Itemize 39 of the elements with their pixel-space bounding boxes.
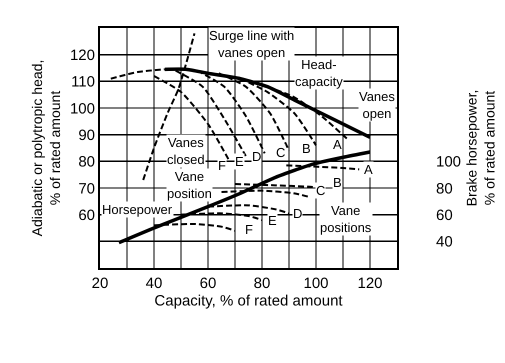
x-tick-label: 80 [254, 275, 270, 292]
annotation: A [364, 162, 373, 177]
y-tick-label: 110 [71, 74, 95, 91]
y2-axis-title: Brake horsepower, % of rated amount [463, 90, 498, 206]
y-tick-label: 90 [78, 126, 95, 144]
annotation: Head- capacity [295, 57, 344, 89]
annotation: B [302, 141, 311, 156]
annotation: A [333, 137, 342, 152]
annotation: Vanes closed [167, 135, 205, 167]
annotation: D [293, 206, 302, 221]
y-tick-label: 80 [78, 154, 95, 171]
y2-tick-label: 100 [436, 154, 462, 171]
x-tick-label: 120 [357, 275, 383, 292]
y2-tick-label: 60 [436, 206, 453, 224]
y-tick-label: 60 [78, 206, 95, 224]
x-tick-label: 100 [303, 275, 329, 292]
annotation: B [333, 175, 342, 190]
annotation: F [245, 222, 253, 237]
y2-tick-label: 80 [436, 180, 453, 198]
x-tick-label: 60 [200, 275, 216, 292]
annotation: Vanes open [359, 89, 396, 121]
annotation: Vane positions [320, 203, 372, 235]
y-tick-label: 100 [70, 100, 95, 118]
x-tick-label: 20 [92, 275, 108, 292]
annotation: E [235, 154, 244, 169]
y-tick-label: 70 [78, 180, 95, 198]
annotation: D [252, 149, 262, 164]
x-tick-label: 40 [146, 275, 162, 292]
y-axis-title: Adiabatic or polytropic head, % of rated amount [28, 60, 64, 236]
annotation: F [218, 158, 226, 173]
annotation: C [316, 183, 326, 198]
y-tick-label: 120 [70, 46, 95, 64]
annotation: E [268, 213, 277, 228]
annotation: Horsepower [102, 202, 173, 217]
x-axis-title: Capacity, % of rated amount [154, 292, 344, 310]
annotation: Vane position [167, 169, 212, 201]
annotation: Surge line with vanes open [209, 28, 294, 60]
annotation: C [276, 145, 286, 160]
y2-tick-label: 40 [436, 234, 453, 251]
